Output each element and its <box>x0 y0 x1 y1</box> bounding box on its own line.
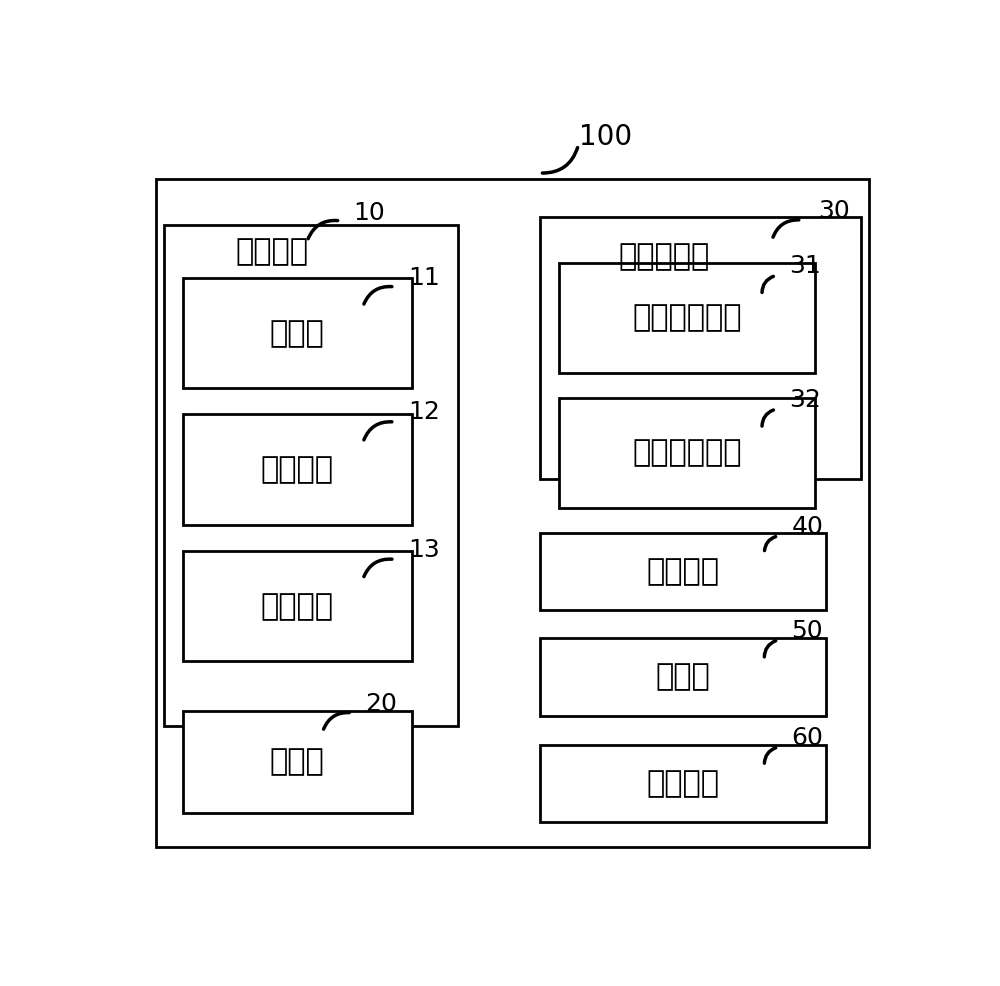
Text: 11: 11 <box>408 266 440 290</box>
Text: 显示屏: 显示屏 <box>270 318 324 348</box>
Bar <box>540 744 826 822</box>
Text: 60: 60 <box>792 726 823 749</box>
Text: 信号接收单元: 信号接收单元 <box>632 439 742 467</box>
Text: 12: 12 <box>408 400 440 424</box>
Bar <box>183 711 412 813</box>
Text: 10: 10 <box>354 201 385 225</box>
Text: 调节按鈕: 调节按鈕 <box>646 557 720 586</box>
Bar <box>164 225 458 726</box>
Text: 耳机装置: 耳机装置 <box>646 769 720 798</box>
Text: 30: 30 <box>819 199 850 223</box>
Bar <box>540 532 826 610</box>
Bar <box>183 278 412 387</box>
Bar <box>540 638 826 716</box>
Bar <box>183 551 412 662</box>
Bar <box>156 179 869 847</box>
Text: 传感器单元: 传感器单元 <box>618 242 709 271</box>
Text: 存储器: 存储器 <box>656 663 710 691</box>
Text: 显示装置: 显示装置 <box>236 237 309 265</box>
Text: 信号产生单元: 信号产生单元 <box>632 304 742 332</box>
Text: 驱动单元: 驱动单元 <box>261 592 334 621</box>
Text: 13: 13 <box>408 537 440 562</box>
Text: 处理器: 处理器 <box>270 747 324 777</box>
Text: 光学镜头: 光学镜头 <box>261 456 334 484</box>
Bar <box>183 414 412 525</box>
Text: 40: 40 <box>792 515 823 538</box>
Text: 50: 50 <box>792 619 823 643</box>
Bar <box>559 262 815 373</box>
Text: 20: 20 <box>365 692 397 717</box>
Text: 100: 100 <box>579 123 632 151</box>
Bar <box>559 397 815 508</box>
Bar <box>540 217 861 479</box>
Text: 31: 31 <box>789 254 821 278</box>
Text: 32: 32 <box>789 387 821 412</box>
